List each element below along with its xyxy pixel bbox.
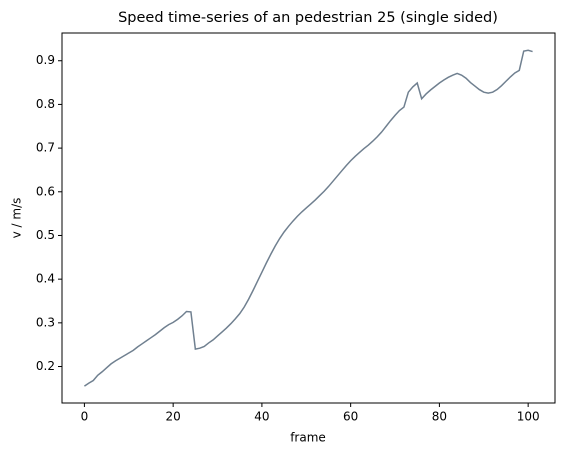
plot-frame <box>61 32 556 404</box>
x-tick-label: 100 <box>517 410 540 424</box>
y-tick-label: 0.9 <box>36 53 55 67</box>
x-axis-label: frame <box>290 431 326 445</box>
x-tick-label: 0 <box>81 410 89 424</box>
y-tick-label: 0.7 <box>36 141 55 155</box>
y-tick-label: 0.8 <box>36 97 55 111</box>
y-tick-label: 0.4 <box>36 272 55 286</box>
y-tick-label: 0.3 <box>36 315 55 329</box>
y-tick-label: 0.5 <box>36 228 55 242</box>
x-tick-label: 80 <box>432 410 447 424</box>
y-tick-label: 0.2 <box>36 359 55 373</box>
x-tick-label: 60 <box>343 410 358 424</box>
chart-title: Speed time-series of an pedestrian 25 (s… <box>118 10 498 26</box>
y-axis-label: v / m/s <box>10 198 24 239</box>
x-tick-label: 40 <box>254 410 269 424</box>
line <box>83 49 533 387</box>
y-tick-label: 0.6 <box>36 184 55 198</box>
x-tick-label: 20 <box>166 410 181 424</box>
